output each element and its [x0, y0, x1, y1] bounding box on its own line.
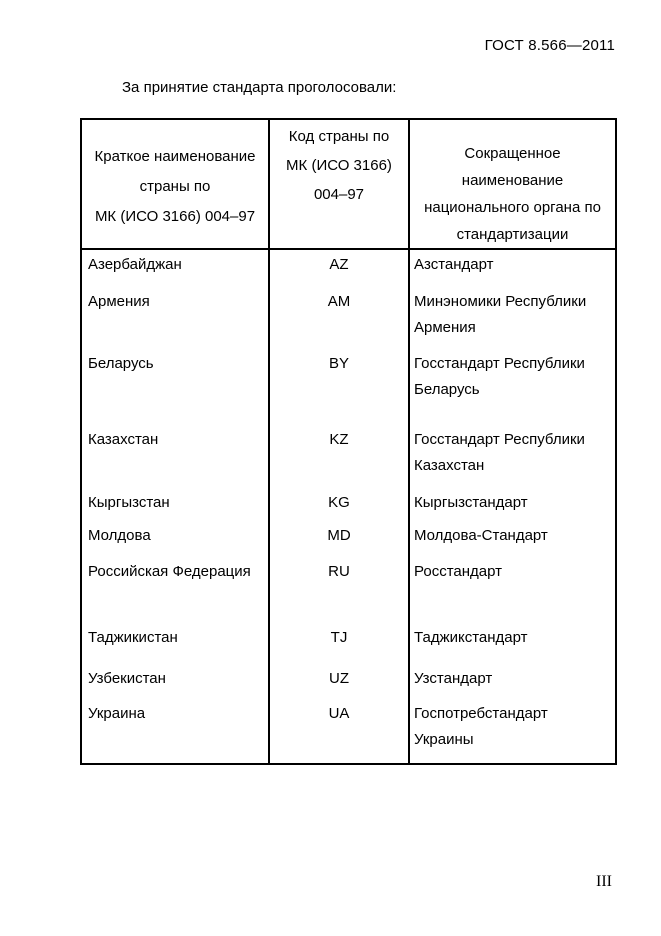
table-row: Молдова MD Молдова-Стандарт — [82, 521, 615, 557]
table-header-row: Краткое наименование страны по МК (ИСО 3… — [82, 120, 615, 250]
code-cell: KZ — [270, 425, 410, 488]
page-number: III — [596, 873, 612, 890]
header-line: МК (ИСО 3166) 004–97 — [94, 208, 256, 225]
header-line: страны по — [139, 178, 211, 195]
country-cell: Узбекистан — [82, 664, 270, 699]
doc-number: ГОСТ 8.566—2011 — [484, 37, 615, 54]
org-line: Казахстан — [414, 457, 485, 474]
country-cell: Армения — [82, 287, 270, 349]
header-line: 004–97 — [313, 186, 365, 203]
org-line: Узстандарт — [414, 670, 493, 687]
org-cell: Госстандарт Республики Казахстан — [410, 425, 615, 488]
intro-text: За принятие стандарта проголосовали: — [122, 79, 397, 96]
org-cell: Молдова-Стандарт — [410, 521, 615, 557]
org-line: Азстандарт — [414, 256, 494, 273]
table-row: Кыргызстан KG Кыргызстандарт — [82, 488, 615, 521]
country-cell: Кыргызстан — [82, 488, 270, 521]
table-row: Азербайджан AZ Азстандарт — [82, 250, 615, 287]
header-country-column: Краткое наименование страны по МК (ИСО 3… — [82, 120, 270, 248]
org-line: Украины — [414, 731, 474, 748]
header-line: МК (ИСО 3166) — [286, 157, 392, 174]
table-row: Беларусь BY Госстандарт Республики Белар… — [82, 349, 615, 425]
table-row: Казахстан KZ Госстандарт Республики Каза… — [82, 425, 615, 488]
org-cell: Росстандарт — [410, 557, 615, 623]
table-row: Таджикистан TJ Таджикстандарт — [82, 623, 615, 664]
org-line: Беларусь — [414, 381, 480, 398]
code-cell: AM — [270, 287, 410, 349]
country-cell: Украина — [82, 699, 270, 763]
header-org-column: Сокращенное наименование национального о… — [410, 120, 615, 248]
table-row: Российская Федерация RU Росстандарт — [82, 557, 615, 623]
code-cell: KG — [270, 488, 410, 521]
org-cell: Кыргызстандарт — [410, 488, 615, 521]
table-row: Узбекистан UZ Узстандарт — [82, 664, 615, 699]
header-line: наименование — [461, 172, 564, 189]
code-cell: RU — [270, 557, 410, 623]
org-cell: Азстандарт — [410, 250, 615, 287]
org-line: Росстандарт — [414, 563, 502, 580]
vote-table: Краткое наименование страны по МК (ИСО 3… — [80, 118, 617, 765]
header-line: стандартизации — [456, 226, 569, 243]
org-line: Госстандарт Республики — [414, 431, 585, 448]
code-cell: BY — [270, 349, 410, 425]
table-body: Азербайджан AZ Азстандарт Армения AM Мин… — [82, 250, 615, 763]
org-line: Госстандарт Республики — [414, 355, 585, 372]
code-cell: MD — [270, 521, 410, 557]
table-row: Украина UA Госпотребстандарт Украины — [82, 699, 615, 763]
org-cell: Минэномики Республики Армения — [410, 287, 615, 349]
header-line: Сокращенное — [464, 145, 561, 162]
header-line: Краткое наименование — [94, 148, 256, 165]
country-cell: Таджикистан — [82, 623, 270, 664]
code-cell: UA — [270, 699, 410, 763]
country-cell: Казахстан — [82, 425, 270, 488]
org-line: Таджикстандарт — [414, 629, 528, 646]
country-cell: Молдова — [82, 521, 270, 557]
org-line: Госпотребстандарт — [414, 705, 548, 722]
table-row: Армения AM Минэномики Республики Армения — [82, 287, 615, 349]
org-line: Минэномики Республики — [414, 293, 587, 310]
org-cell: Таджикстандарт — [410, 623, 615, 664]
org-cell: Госстандарт Республики Беларусь — [410, 349, 615, 425]
org-line: Кыргызстандарт — [414, 494, 528, 511]
header-code-column: Код страны по МК (ИСО 3166) 004–97 — [270, 120, 410, 248]
org-line: Армения — [414, 319, 476, 336]
country-cell: Беларусь — [82, 349, 270, 425]
org-line: Молдова-Стандарт — [414, 527, 548, 544]
code-cell: UZ — [270, 664, 410, 699]
org-cell: Узстандарт — [410, 664, 615, 699]
country-cell: Российская Федерация — [82, 557, 270, 623]
header-line: национального органа по — [424, 199, 601, 216]
header-line: Код страны по — [288, 128, 390, 145]
code-cell: AZ — [270, 250, 410, 287]
country-cell: Азербайджан — [82, 250, 270, 287]
org-cell: Госпотребстандарт Украины — [410, 699, 615, 763]
code-cell: TJ — [270, 623, 410, 664]
